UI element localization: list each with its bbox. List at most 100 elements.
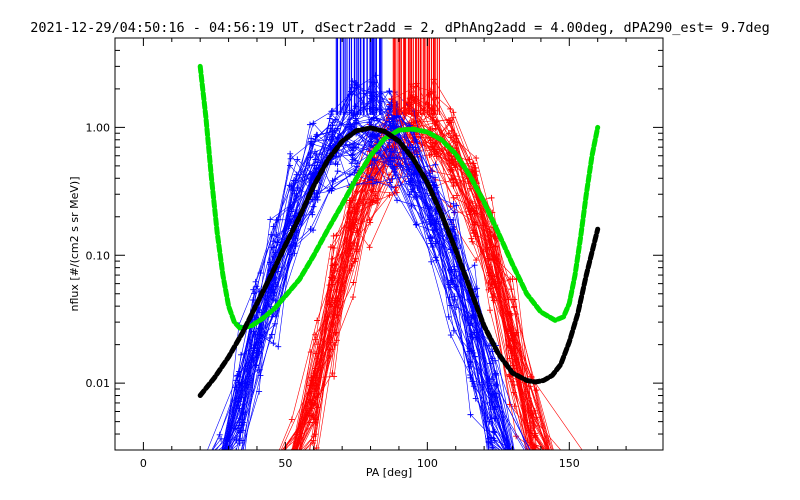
red-point bbox=[430, 139, 437, 146]
red-point bbox=[200, 457, 206, 463]
blue-point bbox=[207, 457, 213, 463]
blue-point bbox=[187, 457, 193, 463]
blue-point bbox=[546, 457, 552, 463]
blue-point bbox=[200, 457, 206, 463]
blue-point bbox=[605, 457, 611, 463]
blue-point bbox=[205, 457, 211, 463]
red-point bbox=[295, 457, 301, 463]
red-point bbox=[553, 457, 559, 463]
blue-point bbox=[589, 457, 595, 463]
red-point bbox=[202, 457, 208, 463]
blue-point bbox=[550, 457, 556, 463]
red-point bbox=[292, 457, 298, 463]
blue-point bbox=[552, 457, 558, 463]
blue-point bbox=[348, 160, 355, 167]
red-point bbox=[256, 457, 262, 463]
red-point bbox=[218, 457, 224, 463]
red-point bbox=[532, 457, 538, 463]
blue-point bbox=[599, 457, 605, 463]
red-point bbox=[549, 457, 555, 463]
blue-point bbox=[549, 457, 555, 463]
red-point bbox=[601, 457, 607, 463]
blue-point bbox=[552, 457, 558, 463]
red-point bbox=[532, 457, 538, 463]
blue-point bbox=[220, 457, 226, 463]
red-point bbox=[186, 457, 192, 463]
blue-point bbox=[216, 457, 222, 463]
blue-point bbox=[508, 457, 514, 463]
blue-point bbox=[201, 457, 207, 463]
red-point bbox=[240, 457, 246, 463]
red-point bbox=[525, 457, 531, 463]
red-point bbox=[530, 457, 536, 463]
x-tick-label: 50 bbox=[278, 457, 292, 470]
blue-point bbox=[235, 448, 237, 450]
red-point bbox=[202, 457, 208, 463]
blue-point bbox=[189, 457, 195, 463]
blue-point bbox=[528, 457, 534, 463]
blue-point bbox=[526, 457, 532, 463]
red-point bbox=[270, 457, 276, 463]
blue-point bbox=[548, 457, 554, 463]
red-point bbox=[234, 457, 240, 463]
red-point bbox=[270, 457, 276, 463]
blue-point bbox=[310, 227, 317, 234]
blue-point bbox=[352, 103, 359, 110]
blue-trace bbox=[223, 122, 525, 450]
red-point bbox=[204, 457, 210, 463]
red-point bbox=[239, 457, 245, 463]
red-point bbox=[293, 457, 299, 463]
blue-point bbox=[205, 457, 211, 463]
blue-point bbox=[591, 457, 597, 463]
blue-point bbox=[185, 457, 191, 463]
blue-point bbox=[486, 418, 493, 425]
red-point bbox=[546, 457, 552, 463]
blue-point bbox=[369, 180, 376, 187]
blue-point bbox=[549, 457, 555, 463]
blue-point bbox=[593, 457, 599, 463]
red-point bbox=[351, 239, 358, 246]
blue-point bbox=[218, 457, 224, 463]
red-point bbox=[217, 457, 223, 463]
blue-trace bbox=[223, 91, 512, 450]
red-point bbox=[551, 457, 557, 463]
red-point bbox=[588, 457, 594, 463]
red-point bbox=[218, 457, 224, 463]
red-point bbox=[200, 457, 206, 463]
blue-point bbox=[529, 457, 535, 463]
blue-point bbox=[272, 283, 279, 290]
red-point bbox=[251, 457, 257, 463]
blue-point bbox=[216, 457, 222, 463]
blue-point bbox=[232, 384, 239, 391]
red-point bbox=[220, 457, 226, 463]
red-point bbox=[527, 383, 534, 390]
red-point bbox=[546, 457, 552, 463]
red-point bbox=[218, 457, 224, 463]
red-point bbox=[367, 187, 374, 194]
red-point bbox=[604, 457, 610, 463]
blue-point bbox=[589, 457, 595, 463]
blue-point bbox=[200, 457, 206, 463]
red-point bbox=[223, 457, 229, 463]
blue-point bbox=[602, 457, 608, 463]
blue-point bbox=[466, 358, 473, 365]
red-point bbox=[186, 457, 192, 463]
blue-point bbox=[349, 144, 356, 151]
red-point bbox=[268, 457, 274, 463]
red-point bbox=[531, 456, 537, 462]
blue-point bbox=[489, 457, 495, 463]
red-point bbox=[219, 457, 225, 463]
red-point bbox=[351, 258, 358, 265]
blue-point bbox=[184, 457, 190, 463]
blue-point bbox=[182, 457, 188, 463]
red-point bbox=[605, 457, 611, 463]
red-point bbox=[219, 457, 225, 463]
blue-point bbox=[585, 457, 591, 463]
blue-point bbox=[585, 457, 591, 463]
red-point bbox=[591, 457, 597, 463]
red-point bbox=[236, 457, 242, 463]
red-point bbox=[545, 457, 551, 463]
blue-point bbox=[551, 457, 557, 463]
blue-point bbox=[206, 457, 212, 463]
red-point bbox=[241, 457, 247, 463]
